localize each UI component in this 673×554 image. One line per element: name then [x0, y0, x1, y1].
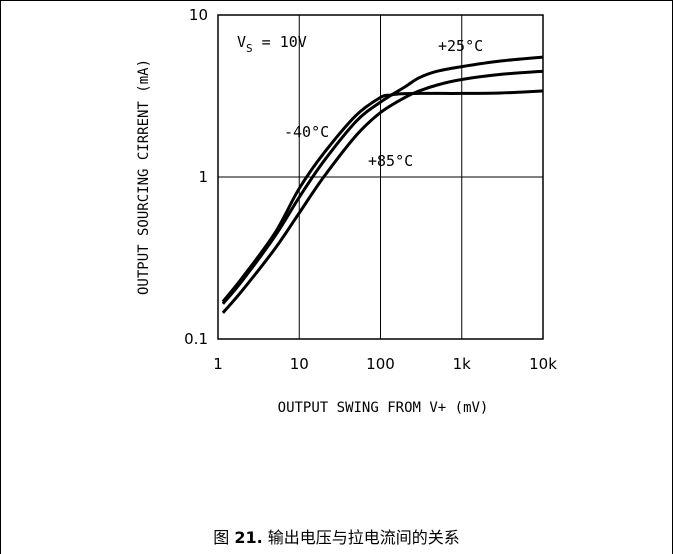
x-tick-label: 100 [366, 355, 395, 373]
caption-text: 输出电压与拉电流间的关系 [262, 528, 460, 547]
condition-main: V [237, 33, 246, 51]
y-axis-label: OUTPUT SOURCING CIRRENT (mA) [136, 59, 152, 295]
annotation-plus25: +25°C [438, 37, 483, 55]
x-tick-label: 1 [213, 355, 223, 373]
y-tick-label: 0.1 [184, 330, 208, 348]
frame-left-border [0, 0, 1, 554]
y-tick-label: 10 [189, 6, 208, 24]
x-tick-label: 10 [290, 355, 309, 373]
annotation-minus40: -40°C [284, 123, 329, 141]
figure-caption: 图 21. 输出电压与拉电流间的关系 [0, 524, 673, 548]
x-tick-label: 1k [453, 355, 472, 373]
series-line [221, 89, 544, 303]
caption-number: 21. [234, 528, 263, 547]
frame-top-border [0, 0, 673, 1]
y-tick-label: 1 [198, 168, 208, 186]
series-group [221, 55, 544, 314]
tick-labels: 1 10 100 1k 10k 0.1 1 10 [184, 6, 557, 373]
series-line [221, 69, 544, 314]
condition-rest: = 10V [253, 33, 307, 51]
caption-prefix: 图 [213, 528, 235, 547]
x-axis-label: OUTPUT SWING FROM V+ (mV) [278, 400, 489, 416]
condition-sub: S [246, 42, 253, 55]
grid [218, 15, 543, 339]
x-tick-label: 10k [529, 355, 557, 373]
series-line [221, 55, 544, 305]
annotation-plus85: +85°C [368, 152, 413, 170]
condition-label: VS = 10V [237, 33, 307, 55]
plot-frame [217, 14, 544, 340]
